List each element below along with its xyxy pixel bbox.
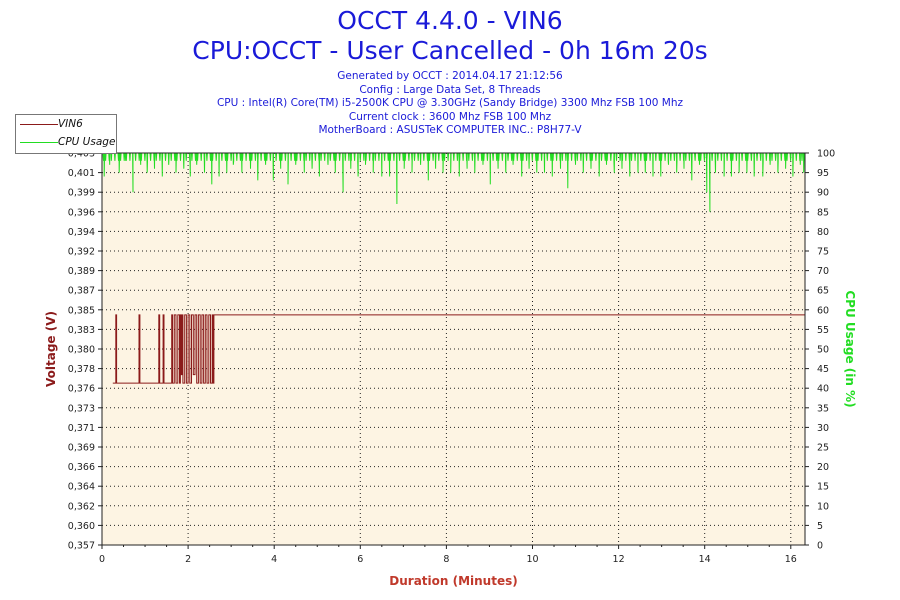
y2-tick-label: 30 xyxy=(817,423,829,434)
info-cpu: CPU : Intel(R) Core(TM) i5-2500K CPU @ 3… xyxy=(216,97,684,110)
y2-tick-label: 55 xyxy=(817,325,829,336)
y-tick-label: 0,369 xyxy=(68,443,95,454)
y-tick-label: 0,389 xyxy=(68,266,95,277)
x-tick-label: 14 xyxy=(699,554,711,565)
y2-tick-label: 95 xyxy=(817,168,829,179)
y2-tick-label: 15 xyxy=(817,482,829,493)
x-tick-label: 12 xyxy=(613,554,625,565)
y-tick-label: 0,364 xyxy=(68,482,95,493)
x-tick-label: 6 xyxy=(357,554,363,565)
y2-tick-label: 0 xyxy=(817,541,823,552)
y2-tick-label: 50 xyxy=(817,345,829,356)
info-motherboard: MotherBoard : ASUSTeK COMPUTER INC.: P8H… xyxy=(318,124,582,137)
y2-axis-title: CPU Usage (in %) xyxy=(843,290,857,407)
y-tick-label: 0,396 xyxy=(68,207,95,218)
y-tick-label: 0,366 xyxy=(68,462,95,473)
y2-tick-label: 65 xyxy=(817,286,829,297)
chart-title: OCCT 4.4.0 - VIN6 xyxy=(337,6,563,35)
series-vin6-line xyxy=(112,314,805,384)
y-tick-label: 0,380 xyxy=(68,345,95,356)
info-clock: Current clock : 3600 Mhz FSB 100 Mhz xyxy=(348,110,552,123)
y-tick-label: 0,392 xyxy=(68,247,95,258)
y-tick-label: 0,394 xyxy=(68,227,95,238)
info-config: Config : Large Data Set, 8 Threads xyxy=(359,83,541,96)
y2-tick-label: 10 xyxy=(817,501,829,512)
plot-area xyxy=(102,153,805,545)
y-tick-label: 0,357 xyxy=(68,541,95,552)
y2-tick-label: 75 xyxy=(817,247,829,258)
y2-tick-label: 80 xyxy=(817,227,829,238)
y-tick-label: 0,362 xyxy=(68,501,95,512)
y-tick-label: 0,373 xyxy=(68,403,95,414)
y2-tick-label: 70 xyxy=(817,266,829,277)
legend-item-vin6: VIN6 xyxy=(16,115,116,133)
legend: VIN6 CPU Usage xyxy=(15,114,117,154)
legend-swatch-cpu-usage xyxy=(20,142,58,143)
y2-tick-label: 40 xyxy=(817,384,829,395)
x-tick-label: 2 xyxy=(185,554,191,565)
x-tick-label: 0 xyxy=(99,554,105,565)
y2-tick-label: 25 xyxy=(817,443,829,454)
y2-tick-label: 90 xyxy=(817,188,829,199)
x-tick-label: 16 xyxy=(785,554,797,565)
y-tick-label: 0,401 xyxy=(68,168,95,179)
x-axis-title: Duration (Minutes) xyxy=(389,574,517,588)
y2-tick-label: 100 xyxy=(817,149,835,160)
y-tick-label: 0,376 xyxy=(68,384,95,395)
y-axis-title: Voltage (V) xyxy=(44,311,58,387)
y2-tick-label: 35 xyxy=(817,403,829,414)
legend-item-cpu-usage: CPU Usage xyxy=(16,133,116,151)
y-tick-label: 0,385 xyxy=(68,305,95,316)
x-tick-label: 4 xyxy=(271,554,277,565)
y-tick-label: 0,403 xyxy=(68,149,95,160)
legend-label-vin6: VIN6 xyxy=(58,118,83,130)
info-generated: Generated by OCCT : 2014.04.17 21:12:56 xyxy=(337,70,563,82)
y-tick-label: 0,360 xyxy=(68,521,95,532)
y2-tick-label: 85 xyxy=(817,207,829,218)
legend-swatch-vin6 xyxy=(20,124,58,125)
x-tick-label: 10 xyxy=(526,554,538,565)
y2-tick-label: 60 xyxy=(817,305,829,316)
x-tick-label: 8 xyxy=(443,554,449,565)
chart-subtitle: CPU:OCCT - User Cancelled - 0h 16m 20s xyxy=(192,36,708,65)
y2-tick-label: 20 xyxy=(817,462,829,473)
y-tick-label: 0,383 xyxy=(68,325,95,336)
y-tick-label: 0,387 xyxy=(68,286,95,297)
y2-tick-label: 5 xyxy=(817,521,823,532)
y-tick-label: 0,399 xyxy=(68,188,95,199)
y2-tick-label: 45 xyxy=(817,364,829,375)
y-tick-label: 0,378 xyxy=(68,364,95,375)
legend-label-cpu-usage: CPU Usage xyxy=(58,136,116,148)
y-tick-label: 0,371 xyxy=(68,423,95,434)
plot-frame xyxy=(101,152,806,546)
